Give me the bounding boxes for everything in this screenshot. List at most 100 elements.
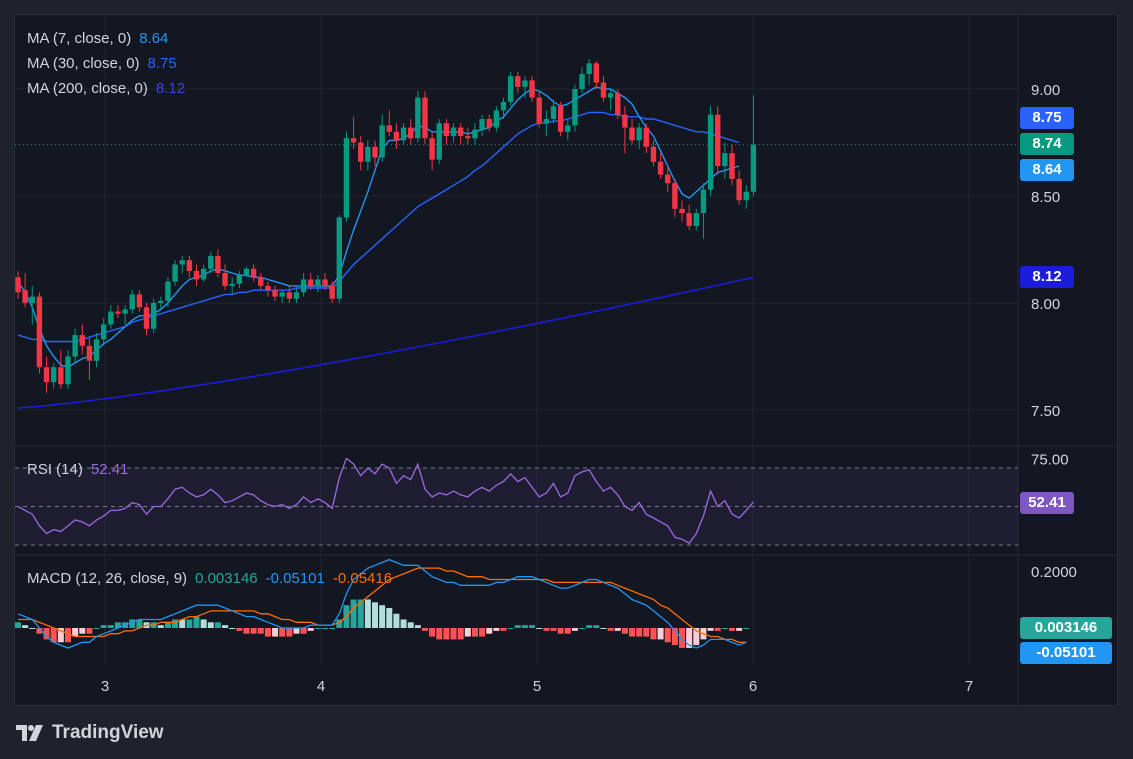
candle-down [457,127,464,137]
macd-histogram-bar [493,628,500,631]
macd-histogram-bar [372,602,378,628]
macd-histogram-bar [729,628,735,631]
macd-histogram-bar [743,628,750,629]
macd-histogram-bar [279,628,286,637]
candle-down [650,146,657,162]
candle-down [393,131,400,141]
macd-histogram-bar [486,628,493,634]
ma200-legend: MA (200, close, 0) 8.12 [27,80,185,97]
price-tick-label: 9.00 [1031,82,1060,99]
macd-histogram-bar [329,628,336,629]
macd-histogram-bar [400,619,407,628]
macd-histogram-bar [614,628,621,631]
tradingview-logo-icon [16,725,43,741]
macd-histogram-bar [686,628,693,648]
candle-up [493,110,500,128]
candle-down [43,367,50,383]
macd-histogram-bar [657,628,664,640]
x-tick-label: 7 [965,678,973,695]
ma30-line [17,111,740,343]
macd-histogram-bar [57,628,64,643]
ma200-price-tag: 8.12 [1020,266,1074,288]
macd-histogram-bar [300,628,307,634]
macd-histogram-bar [721,628,728,629]
macd-histogram-bar [736,628,743,631]
candle-down [429,138,435,160]
candle-down [143,307,150,329]
candle-up [65,356,71,385]
candle-up [293,292,300,299]
x-tick-label: 4 [317,678,325,695]
ma200-line [17,276,754,409]
ma7-legend: MA (7, close, 0) 8.64 [27,30,168,47]
candle-up [579,74,585,89]
candle-down [657,161,664,175]
macd-histogram-bar [600,628,607,629]
rsi-value-tag: 52.41 [1020,492,1074,514]
macd-histogram-bar [386,608,393,628]
macd-histogram-bar [621,628,628,634]
macd-histogram-bar [50,628,57,643]
macd-signal-line [18,567,747,643]
ma7-legend-value: 8.64 [139,30,169,47]
candle-down [350,138,357,143]
candle-up [122,309,128,314]
macd-histogram-bar [157,625,164,628]
candle-up [150,303,157,329]
macd-histogram-bar [357,599,364,628]
tradingview-logo[interactable]: TradingView [16,722,164,744]
macd-histogram-bar [500,628,507,631]
x-tick-label: 6 [749,678,757,695]
macd-histogram-bar [93,628,100,629]
macd-histogram-bar [579,628,586,629]
macd-legend: MACD (12, 26, close, 9) 0.003146 -0.05101-… [27,570,392,587]
candle-down [372,146,378,158]
rsi-legend-label: RSI (14) [27,461,83,478]
macd-histogram-bar [436,628,443,640]
candle-up [450,127,457,137]
candle-down [622,114,628,128]
macd-histogram-bar [479,628,486,637]
macd-histogram-bar [393,613,400,628]
candle-down [736,178,742,201]
candle-down [515,76,521,87]
candle-up [108,311,114,325]
candle-up [208,255,214,269]
candle-down [358,142,364,162]
macd-histogram-bar [693,628,700,646]
candle-down [58,367,64,385]
candle-up [436,123,442,160]
macd-histogram-bar [164,622,171,628]
candle-up [236,275,243,284]
macd-histogram-bar [22,625,29,628]
macd-histogram-bar [636,628,643,637]
tradingview-wordmark-text: TradingView [52,722,164,743]
price-tick-label: 7.50 [1031,403,1060,420]
macd-histogram-bar [179,619,186,628]
candle-up [158,300,164,303]
price-tick-label: 8.00 [1031,296,1060,313]
macd-histogram-bar [593,625,600,628]
macd-histogram-bar [286,628,293,637]
candle-up [165,281,171,301]
macd-histogram-bar [15,622,21,628]
candle-up [179,260,185,265]
macd-histogram-bar [136,619,143,628]
macd-histogram-bar [414,625,421,628]
macd-histogram-bar [272,628,279,637]
candle-up [750,144,757,192]
candle-down [286,292,293,299]
macd-histogram-bar [207,622,214,628]
candle-up [315,279,321,286]
candle-up [607,93,614,98]
macd-histogram-bar [64,628,71,643]
macd-histogram-bar [664,628,671,643]
candle-up [129,294,135,310]
candle-up [343,138,350,218]
macd-histogram-bar [114,622,121,628]
candle-down [329,285,335,299]
candle-up [51,367,57,383]
candle-up [229,283,235,286]
macd-histogram-bar [471,628,478,637]
